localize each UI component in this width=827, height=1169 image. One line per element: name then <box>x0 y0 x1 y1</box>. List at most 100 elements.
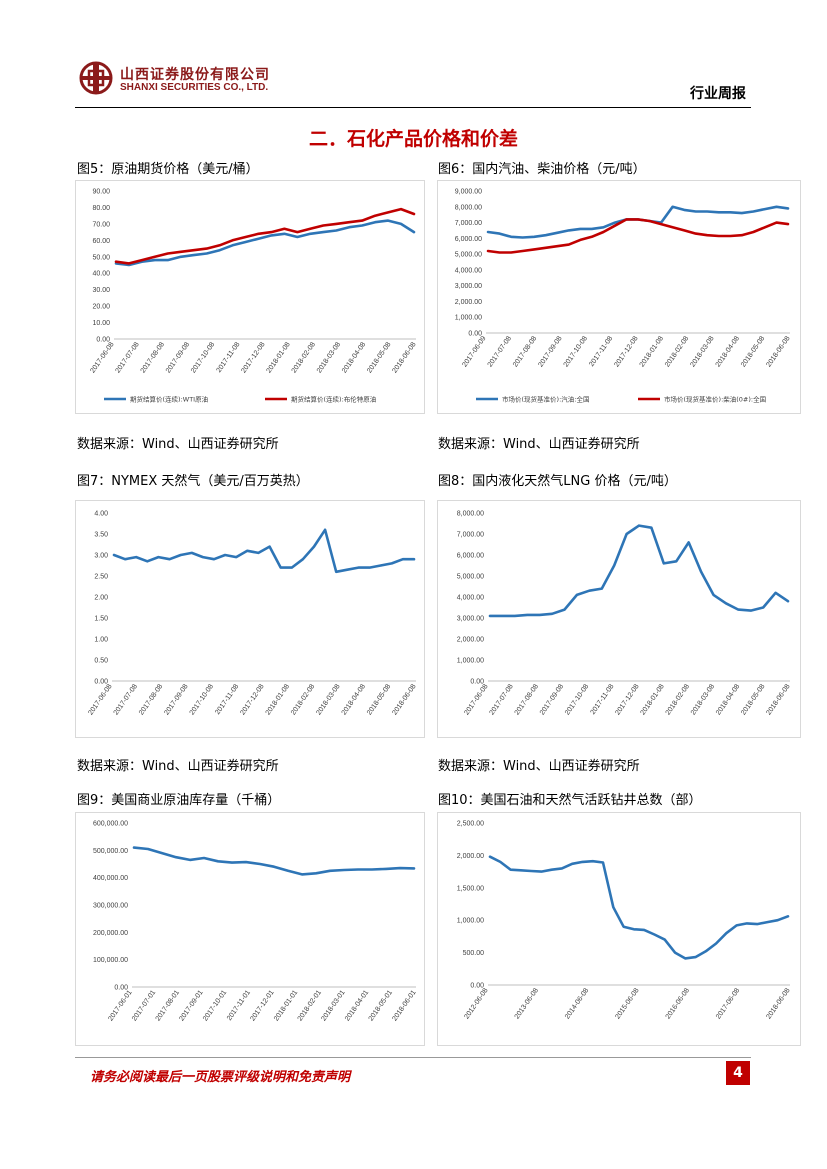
y-tick-label: 7,000.00 <box>455 220 482 227</box>
chart-us-crude-inventory: 0.00 100,000.00 200,000.00 300,000.00 400,00… <box>75 812 425 1046</box>
y-tick-label: 100,000.00 <box>93 957 128 964</box>
y-tick-label: 50.00 <box>92 254 110 261</box>
y-tick-label: 7,000.00 <box>457 532 484 539</box>
x-tick-label: 2018-02-08 <box>291 341 317 374</box>
chart-svg: 0.00 500.00 1,000.00 1,500.00 2,000.00 2,500.… <box>457 821 792 1021</box>
y-tick-label: 9,000.00 <box>455 189 482 196</box>
legend-label: 市场价(现货基准价):汽油:全国 <box>502 395 589 404</box>
y-tick-label: 30.00 <box>92 287 110 294</box>
page-number: 4 <box>726 1061 750 1085</box>
y-tick-label: 5,000.00 <box>455 252 482 259</box>
x-tick-label: 2018-06-08 <box>391 341 417 374</box>
y-tick-label: 6,000.00 <box>457 553 484 560</box>
legend-label: 期货结算价(连续):WTI原油 <box>130 395 208 404</box>
x-tick-label: 2018-02-08 <box>664 335 690 368</box>
x-tick-label: 2018-03-08 <box>315 683 341 716</box>
y-tick-label: 300,000.00 <box>93 903 128 910</box>
x-tick-label: 2018-05-08 <box>740 335 766 368</box>
x-tick-label: 2018-02-01 <box>297 989 323 1022</box>
x-tick-label: 2017-12-08 <box>614 683 640 716</box>
figure-10-title: 图10：美国石油和天然气活跃钻井总数（部） <box>438 793 702 808</box>
series-line <box>112 528 416 574</box>
x-tick-label: 2017-10-08 <box>564 683 590 716</box>
x-tick-label: 2017-12-08 <box>239 683 265 716</box>
x-tick-label: 2017-12-08 <box>240 341 266 374</box>
x-tick-label: 2018-06-01 <box>391 989 417 1022</box>
figure-7-title: 图7：NYMEX 天然气（美元/百万英热） <box>77 474 309 489</box>
x-tick-label: 2018-04-01 <box>344 989 370 1022</box>
y-tick-label: 20.00 <box>92 304 110 311</box>
chart-nymex-natural-gas: 0.00 0.50 1.00 1.50 2.00 2.50 3.00 3.50 4.00 2017… <box>75 500 425 738</box>
x-tick-label: 2017-10-01 <box>202 989 228 1022</box>
y-tick-label: 1,500.00 <box>457 885 484 892</box>
figure-8-source: 数据来源：Wind、山西证券研究所 <box>438 759 640 774</box>
y-tick-label: 3,000.00 <box>457 616 484 623</box>
y-tick-label: 1.00 <box>94 637 108 644</box>
x-tick-label: 2018-05-08 <box>366 683 392 716</box>
y-tick-label: 3.50 <box>94 532 108 539</box>
x-tick-label: 2017-08-08 <box>514 683 540 716</box>
series-line <box>488 524 790 618</box>
series-line <box>114 219 416 267</box>
x-tick-label: 2018-04-08 <box>341 683 367 716</box>
x-tick-label: 2015-06-08 <box>614 987 640 1020</box>
x-tick-label: 2017-12-01 <box>249 989 275 1022</box>
x-tick-label: 2018-04-08 <box>341 341 367 374</box>
x-tick-label: 2018-05-08 <box>740 683 766 716</box>
x-tick-label: 2017-09-08 <box>163 683 189 716</box>
series-line <box>488 855 790 960</box>
y-tick-label: 0.00 <box>96 337 110 344</box>
x-tick-label: 2017-10-08 <box>563 335 589 368</box>
x-tick-label: 2018-05-01 <box>368 989 394 1022</box>
y-tick-label: 8,000.00 <box>455 204 482 211</box>
y-tick-label: 4,000.00 <box>457 595 484 602</box>
series-line <box>486 205 790 239</box>
y-tick-label: 5,000.00 <box>457 574 484 581</box>
y-tick-label: 1,000.00 <box>455 315 482 322</box>
figure-5-title: 图5：原油期货价格（美元/桶） <box>77 162 259 177</box>
chart-svg: 0.00 1,000.00 2,000.00 3,000.00 4,000.00 5,00… <box>455 189 792 404</box>
x-tick-label: 2017-10-08 <box>189 683 215 716</box>
x-tick-label: 2017-06-08 <box>715 987 741 1020</box>
shanxi-securities-logo-icon <box>78 60 114 96</box>
x-tick-label: 2017-11-08 <box>214 683 240 716</box>
x-tick-label: 2017-11-08 <box>215 341 241 374</box>
chart-domestic-gasoline-diesel: 0.00 1,000.00 2,000.00 3,000.00 4,000.00 5,00… <box>437 180 801 414</box>
x-tick-label: 2017-07-08 <box>113 683 139 716</box>
y-tick-label: 2.00 <box>94 595 108 602</box>
x-tick-label: 2017-08-08 <box>512 335 538 368</box>
report-type: 行业周报 <box>690 86 746 102</box>
company-name-en: SHANXI SECURITIES CO., LTD. <box>120 82 269 93</box>
x-tick-label: 2012-06-08 <box>463 987 489 1020</box>
x-tick-label: 2014-06-08 <box>564 987 590 1020</box>
y-tick-label: 500,000.00 <box>93 848 128 855</box>
x-tick-label: 2017-06-08 <box>463 683 489 716</box>
y-tick-label: 4,000.00 <box>455 267 482 274</box>
x-tick-label: 2017-07-08 <box>489 683 515 716</box>
x-tick-label: 2017-07-01 <box>131 989 157 1022</box>
y-tick-label: 90.00 <box>92 189 110 196</box>
x-tick-label: 2016-06-08 <box>665 987 691 1020</box>
figure-6-source: 数据来源：Wind、山西证券研究所 <box>438 437 640 452</box>
disclaimer-note: 请务必阅读最后一页股票评级说明和免责声明 <box>90 1070 351 1085</box>
chart-us-rig-count: 0.00 500.00 1,000.00 1,500.00 2,000.00 2,500.… <box>437 812 801 1046</box>
x-tick-label: 2018-06-08 <box>765 683 791 716</box>
y-tick-label: 8,000.00 <box>457 511 484 518</box>
x-tick-label: 2017-09-08 <box>537 335 563 368</box>
x-tick-label: 2017-10-08 <box>190 341 216 374</box>
y-tick-label: 2,000.00 <box>457 637 484 644</box>
x-tick-label: 2017-08-08 <box>140 341 166 374</box>
x-tick-label: 2018-01-08 <box>265 683 291 716</box>
y-tick-label: 0.50 <box>94 658 108 665</box>
y-tick-label: 80.00 <box>92 205 110 212</box>
chart-crude-oil-futures: 0.00 10.00 20.00 30.00 40.00 50.00 60.00 70.00 8… <box>75 180 425 414</box>
y-tick-label: 500.00 <box>463 950 485 957</box>
y-tick-label: 400,000.00 <box>93 875 128 882</box>
x-tick-label: 2018-02-08 <box>290 683 316 716</box>
series-line <box>486 218 790 254</box>
y-tick-label: 0.00 <box>470 983 484 990</box>
company-name-cn: 山西证券股份有限公司 <box>120 67 270 83</box>
x-tick-label: 2017-11-01 <box>226 989 252 1022</box>
chart-svg: 0.00 0.50 1.00 1.50 2.00 2.50 3.00 3.50 4.00 2017… <box>87 511 417 717</box>
y-tick-label: 2,500.00 <box>457 821 484 828</box>
